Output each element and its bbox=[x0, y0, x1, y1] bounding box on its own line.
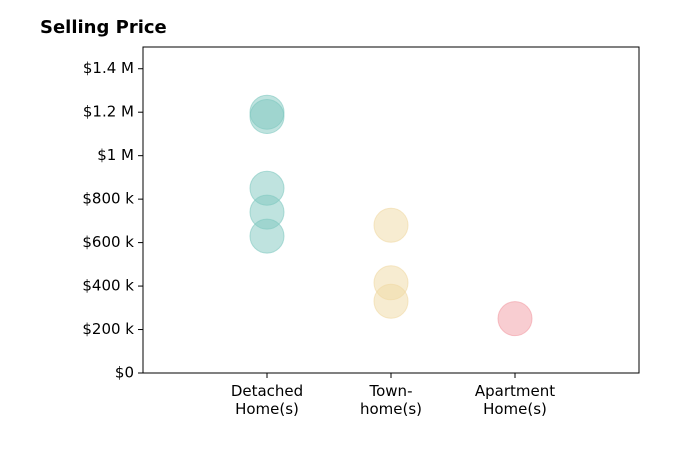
y-tick-label: $1.4 M bbox=[83, 59, 134, 77]
point bbox=[373, 207, 409, 243]
x-tick-label: Town- home(s) bbox=[359, 382, 423, 418]
x-tick-label: Apartment Home(s) bbox=[474, 382, 556, 418]
y-tick-label: $400 k bbox=[82, 277, 134, 295]
y-tick-label: $1 M bbox=[97, 146, 134, 164]
y-tick-label: $800 k bbox=[82, 190, 134, 208]
y-tick-label: $600 k bbox=[82, 233, 134, 251]
point bbox=[497, 301, 533, 337]
x-tick-label: Detached Home(s) bbox=[230, 382, 304, 418]
point bbox=[249, 218, 285, 254]
y-tick-label: $0 bbox=[115, 364, 134, 382]
chart-title: Selling Price bbox=[40, 17, 167, 38]
point bbox=[249, 99, 285, 135]
y-tick-label: $1.2 M bbox=[83, 103, 134, 121]
y-tick-label: $200 k bbox=[82, 320, 134, 338]
point bbox=[373, 283, 409, 319]
